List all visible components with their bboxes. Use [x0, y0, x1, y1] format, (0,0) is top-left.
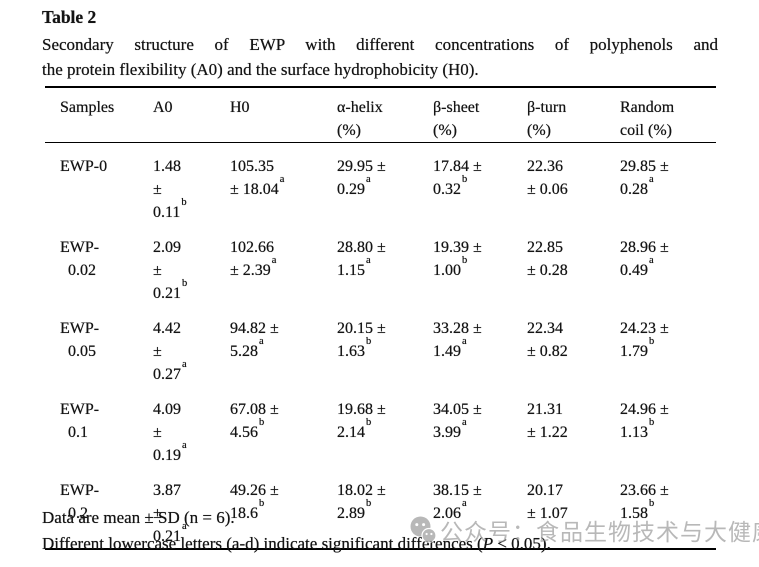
- value-cell: 38.15 ± 2.06a: [433, 482, 482, 522]
- value-cell: 29.95 ± 0.29a: [337, 158, 386, 198]
- value-cell: 102.66 ± 2.39a: [230, 239, 277, 279]
- significance-letter: b: [649, 497, 655, 509]
- significance-letter: a: [462, 416, 467, 428]
- significance-letter: a: [279, 173, 285, 185]
- value-cell: 23.66 ± 1.58b: [620, 482, 669, 522]
- value-cell: 3.87 ± 0.21a: [153, 482, 187, 545]
- column-header-alpha-helix: α-helix (%): [337, 99, 383, 139]
- value-cell: 2.09 ± 0.21b: [153, 239, 188, 302]
- column-header-h0: H0: [230, 99, 250, 116]
- value-cell: 28.96 ± 0.49a: [620, 239, 669, 279]
- value-cell: 18.02 ± 2.89b: [337, 482, 386, 522]
- value-cell: 4.42 ± 0.27a: [153, 320, 187, 383]
- significance-letter: a: [182, 520, 187, 532]
- significance-letter: b: [366, 497, 372, 509]
- sample-name-cell: EWP- 0.2: [60, 482, 100, 522]
- column-header-samples: Samples: [60, 99, 115, 116]
- value-cell: 24.23 ± 1.79b: [620, 320, 669, 360]
- significance-letter: b: [462, 254, 468, 266]
- value-cell: 67.08 ± 4.56b: [230, 401, 279, 441]
- value-cell: 17.84 ± 0.32b: [433, 158, 482, 198]
- significance-letter: a: [462, 335, 467, 347]
- significance-letter: b: [649, 335, 655, 347]
- value-cell: 21.31 ± 1.22: [527, 401, 568, 441]
- significance-letter: a: [649, 173, 654, 185]
- significance-letter: b: [259, 416, 265, 428]
- value-cell: 20.15 ± 1.63b: [337, 320, 386, 360]
- sample-name-cell: EWP- 0.02: [60, 239, 100, 279]
- significance-letter: b: [181, 196, 187, 208]
- table-row: EWP- 0.05 4.42 ± 0.27a 94.82 ± 5.28a 20.…: [45, 305, 716, 386]
- significance-letter: a: [182, 358, 187, 370]
- table-label: Table 2: [42, 7, 97, 27]
- value-cell: 4.09 ± 0.19a: [153, 401, 187, 464]
- value-cell: 20.17 ± 1.07: [527, 482, 568, 522]
- sample-name-cell: EWP- 0.1: [60, 401, 100, 441]
- value-cell: 24.96 ± 1.13b: [620, 401, 669, 441]
- sample-name-cell: EWP- 0.05: [60, 320, 100, 360]
- significance-letter: b: [649, 416, 655, 428]
- italic-p: P: [482, 534, 494, 553]
- value-cell: 34.05 ± 3.99a: [433, 401, 482, 441]
- value-cell: 49.26 ± 18.6b: [230, 482, 279, 522]
- table-row: EWP- 0.2 3.87 ± 0.21a 49.26 ± 18.6b 18.0…: [45, 467, 716, 549]
- table-row: EWP- 0.02 2.09 ± 0.21b 102.66 ± 2.39a 28…: [45, 224, 716, 305]
- significance-letter: a: [182, 439, 187, 451]
- value-cell: 105.35 ± 18.04a: [230, 158, 285, 198]
- significance-letter: a: [366, 173, 371, 185]
- value-cell: 19.39 ± 1.00b: [433, 239, 482, 279]
- data-table: Samples A0 H0 α-helix (%) β-sheet (%) β-…: [45, 86, 716, 550]
- value-cell: 22.85 ± 0.28: [527, 239, 568, 279]
- table-row: EWP- 0.1 4.09 ± 0.19a 67.08 ± 4.56b 19.6…: [45, 386, 716, 467]
- value-cell: 94.82 ± 5.28a: [230, 320, 279, 360]
- significance-letter: b: [182, 277, 188, 289]
- significance-letter: a: [271, 254, 277, 266]
- significance-letter: b: [366, 416, 372, 428]
- table-row: EWP-0 1.48 ± 0.11b 105.35 ± 18.04a 29.95…: [45, 143, 716, 225]
- value-cell: 28.80 ± 1.15a: [337, 239, 386, 279]
- table-header-row: Samples A0 H0 α-helix (%) β-sheet (%) β-…: [45, 87, 716, 143]
- significance-letter: b: [259, 497, 265, 509]
- caption-line-2: the protein flexibility (A0) and the sur…: [42, 60, 479, 79]
- table-footnotes: Data are mean ± SD (n = 6). Different lo…: [42, 505, 551, 557]
- significance-letter: a: [462, 497, 467, 509]
- footnote-line-1: Data are mean ± SD (n = 6).: [42, 508, 235, 527]
- significance-letter: a: [259, 335, 264, 347]
- column-header-random-coil: Random coil (%): [620, 99, 675, 139]
- significance-letter: b: [366, 335, 372, 347]
- value-cell: 19.68 ± 2.14b: [337, 401, 386, 441]
- significance-letter: a: [649, 254, 654, 266]
- caption-line-1: Secondary structure of EWP with differen…: [42, 35, 718, 54]
- column-header-beta-sheet: β-sheet (%): [433, 99, 480, 139]
- significance-letter: b: [462, 173, 468, 185]
- value-cell: 1.48 ± 0.11b: [153, 158, 187, 221]
- value-cell: 22.34 ± 0.82: [527, 320, 568, 360]
- table-caption: Secondary structure of EWP with differen…: [42, 32, 718, 82]
- significance-letter: a: [366, 254, 371, 266]
- value-cell: 29.85 ± 0.28a: [620, 158, 669, 198]
- column-header-beta-turn: β-turn (%): [527, 99, 567, 139]
- footnote-line-2: Different lowercase letters (a-d) indica…: [42, 534, 551, 553]
- column-header-a0: A0: [153, 99, 173, 116]
- value-cell: 22.36 ± 0.06: [527, 158, 568, 198]
- sample-name-cell: EWP-0: [60, 158, 108, 175]
- value-cell: 33.28 ± 1.49a: [433, 320, 482, 360]
